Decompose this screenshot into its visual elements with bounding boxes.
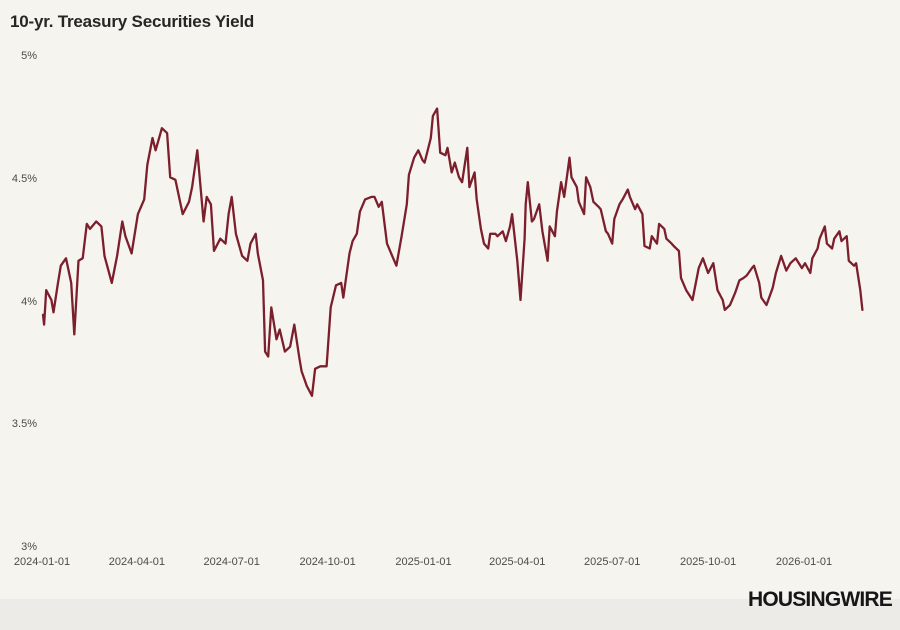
x-tick-label: 2025-10-01 [679,556,737,568]
x-tick-label: 2024-04-01 [108,556,166,568]
y-tick-label: 4.5% [11,172,37,185]
x-tick-label: 2024-07-01 [203,556,260,568]
x-tick-label: 2024-10-01 [299,556,356,568]
x-tick-label: 2026-01-01 [775,556,833,568]
y-tick-label: 3% [21,541,37,553]
x-tick-label: 2024-01-01 [13,556,71,568]
footer-band [0,599,900,630]
x-tick-label: 2025-01-01 [395,556,452,568]
y-tick-label: 4% [21,295,37,308]
housingwire-logo: HOUSINGWIRE [747,588,893,611]
yield-line-series [41,107,864,397]
y-tick-label: 5% [21,50,37,62]
x-tick-label: 2025-07-01 [584,556,641,568]
chart-title: 10-yr. Treasury Securities Yield [10,12,255,31]
y-tick-label: 3.5% [11,418,37,431]
x-tick-label: 2025-04-01 [489,556,546,568]
